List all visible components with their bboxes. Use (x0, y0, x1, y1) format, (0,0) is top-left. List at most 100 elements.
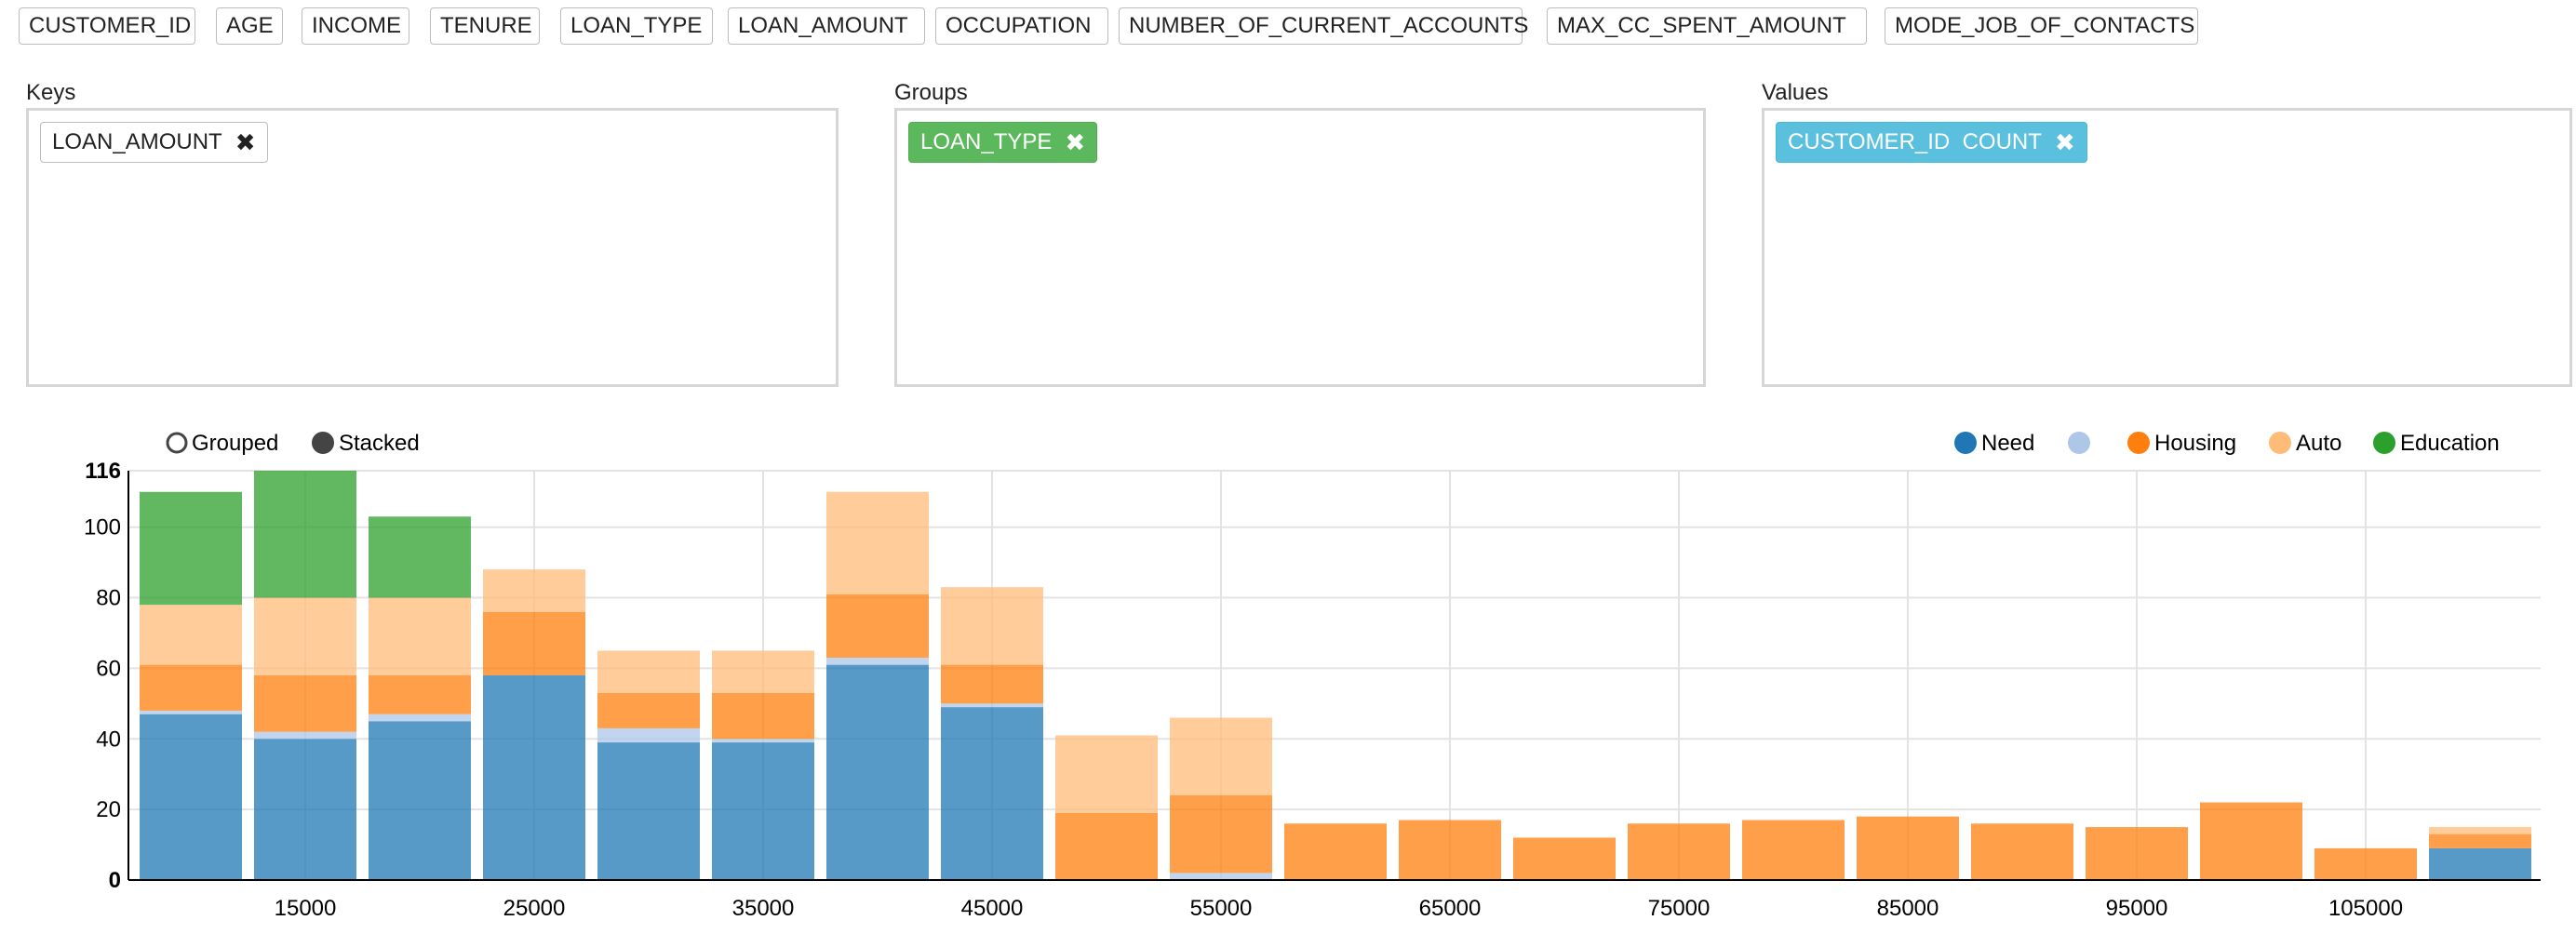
x-tick-label: 55000 (1190, 896, 1253, 921)
y-tick-label: 40 (96, 727, 121, 752)
bar-segment (1170, 717, 1272, 795)
stacked-label: Stacked (339, 431, 420, 456)
bar-segment (369, 721, 471, 880)
x-tick-label: 105000 (2328, 896, 2403, 921)
x-tick-label: 95000 (2106, 896, 2168, 921)
bar-segment (140, 605, 242, 665)
legend-swatch-icon (2373, 432, 2395, 454)
legend-item[interactable]: Need (1954, 431, 2034, 456)
legend-swatch-icon (2068, 432, 2090, 454)
bar-segment (1742, 820, 1845, 880)
bar-segment (254, 597, 356, 675)
field-income[interactable]: INCOME (302, 7, 409, 45)
values-dropzone[interactable]: CUSTOMER_ID COUNT ✖ (1762, 108, 2572, 387)
bar-segment (369, 597, 471, 675)
bar-segment (483, 611, 585, 675)
legend-item[interactable]: Auto (2269, 431, 2341, 456)
legend-item[interactable]: Education (2373, 431, 2500, 456)
bar-segment (597, 727, 700, 743)
legend-swatch-icon (1954, 432, 1977, 454)
bar-segment (712, 650, 814, 693)
legend-item[interactable]: Housing (2127, 431, 2236, 456)
chart-axes: 0 20 40 60 80 100 116 15000 25000 35000 45000 55000… (84, 459, 2541, 921)
stacked-bar-chart: Grouped Stacked Need Housing Auto Education … (84, 431, 2541, 921)
field-occupation[interactable]: OCCUPATION (935, 7, 1108, 45)
legend-swatch-icon (2269, 432, 2291, 454)
field-mode-job-of-contacts[interactable]: MODE_JOB_OF_CONTACTS (1885, 7, 2198, 45)
bar-segment (597, 650, 700, 693)
bar-segment (369, 714, 471, 722)
bar-segment (712, 739, 814, 743)
bar-segment (941, 703, 1043, 708)
field-customer-id[interactable]: CUSTOMER_ID (19, 7, 195, 45)
bar-segment (2429, 847, 2531, 880)
remove-icon[interactable]: ✖ (235, 128, 256, 156)
bar-segment (140, 714, 242, 880)
bar-segment (369, 516, 471, 598)
bar-segment (712, 742, 814, 880)
grouped-option[interactable]: Grouped (166, 431, 278, 456)
keys-chip[interactable]: LOAN_AMOUNT ✖ (40, 122, 268, 163)
bar-segment (1284, 823, 1387, 880)
bar-segment (1513, 837, 1616, 880)
field-max-cc-spent-amount[interactable]: MAX_CC_SPENT_AMOUNT (1547, 7, 1867, 45)
grouped-radio-icon (166, 432, 188, 454)
bar-segment (1170, 873, 1272, 880)
y-tick-label: 0 (109, 868, 121, 893)
bar-segment (597, 742, 700, 880)
bar-segment (1055, 812, 1158, 880)
bar-segment (254, 739, 356, 880)
bar-segment (254, 731, 356, 740)
legend-swatch-icon (2127, 432, 2150, 454)
remove-icon[interactable]: ✖ (2054, 128, 2075, 156)
x-tick-label: 45000 (961, 896, 1024, 921)
bar-segment (2429, 834, 2531, 848)
keys-label: Keys (26, 80, 76, 105)
values-label: Values (1762, 80, 1829, 105)
x-tick-label: 65000 (1419, 896, 1482, 921)
grouped-label: Grouped (192, 431, 278, 456)
bar-segment (140, 710, 242, 714)
keys-dropzone[interactable]: LOAN_AMOUNT ✖ (26, 108, 839, 387)
stacked-radio-icon (312, 432, 334, 454)
x-tick-label: 85000 (1877, 896, 1939, 921)
legend-label: Housing (2154, 431, 2236, 456)
bar-segment (369, 675, 471, 714)
bar-segment (483, 569, 585, 612)
field-loan-amount[interactable]: LOAN_AMOUNT (728, 7, 925, 45)
values-chip[interactable]: CUSTOMER_ID COUNT ✖ (1776, 122, 2087, 163)
x-tick-label: 25000 (503, 896, 566, 921)
bar-segment (826, 664, 929, 880)
legend-label: Auto (2296, 431, 2341, 456)
field-loan-type[interactable]: LOAN_TYPE (560, 7, 713, 45)
groups-chip-label: LOAN_TYPE (920, 129, 1053, 154)
bar-segment (941, 587, 1043, 665)
bar-segment (140, 664, 242, 711)
bar-segment (2429, 827, 2531, 834)
groups-dropzone[interactable]: LOAN_TYPE ✖ (894, 108, 1706, 387)
groups-label: Groups (894, 80, 968, 105)
bar-segment (1055, 735, 1158, 813)
bar-segment (254, 471, 356, 598)
field-tenure[interactable]: TENURE (430, 7, 540, 45)
values-chip-label: CUSTOMER_ID COUNT (1788, 129, 2042, 154)
groups-chip[interactable]: LOAN_TYPE ✖ (908, 122, 1098, 163)
legend-label: Need (1981, 431, 2034, 456)
bar-segment (826, 658, 929, 665)
stacked-option[interactable]: Stacked (312, 431, 420, 456)
bar-segment (1628, 823, 1730, 880)
bar-segment (483, 675, 585, 880)
bar-segment (597, 692, 700, 728)
field-age[interactable]: AGE (216, 7, 283, 45)
y-tick-label: 60 (96, 656, 121, 681)
bar-segment (941, 664, 1043, 704)
bar-segment (254, 675, 356, 732)
legend-item[interactable] (2068, 432, 2090, 454)
field-number-of-current-accounts[interactable]: NUMBER_OF_CURRENT_ACCOUNTS (1119, 7, 1528, 45)
bar-segment (1399, 820, 1501, 880)
remove-icon[interactable]: ✖ (1065, 128, 1086, 156)
bar-segment (2200, 802, 2302, 880)
chart-mode-controls: Grouped Stacked (166, 431, 420, 456)
chart-legend: Need Housing Auto Education (1954, 431, 2500, 456)
y-tick-label: 100 (84, 515, 121, 540)
